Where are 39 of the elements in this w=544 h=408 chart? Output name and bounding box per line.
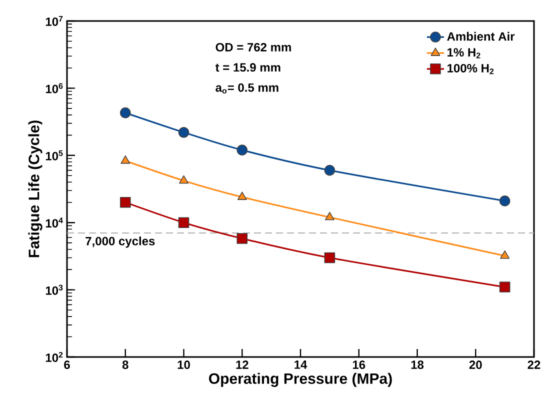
y-tick-label: 10$^{7}$: [46, 16, 63, 26]
x-tick-label: 14: [294, 360, 308, 369]
x-tick-label: 10: [178, 360, 190, 370]
x-tick-label: 22: [528, 360, 540, 369]
y-tick-label: 10$^{4}$: [46, 218, 63, 228]
point: [120, 107, 131, 118]
x-tick-label: 12: [236, 360, 248, 369]
point: [120, 155, 130, 164]
x-axis-title: Operating Pressure (MPa): [209, 372, 392, 387]
point: [178, 217, 190, 228]
point: [324, 252, 336, 264]
y-tick-label: 10$^{3}$: [46, 284, 63, 295]
point: [499, 282, 510, 292]
point: [324, 164, 336, 176]
legend-label: Ambient Air: [447, 32, 515, 41]
legend-label: 1% H$_{2}$: [448, 48, 480, 58]
x-tick-label: 16: [352, 360, 366, 370]
point: [236, 233, 248, 244]
y-tick-label: 10$^{6}$: [46, 83, 63, 94]
point: [178, 126, 190, 138]
annotation: OD = 762 mm: [216, 43, 291, 52]
annotation: a$_{o}$= 0.5 mm: [216, 83, 278, 94]
point: [120, 196, 131, 208]
ref-line-label: 7,000 cycles: [86, 236, 155, 248]
point: [324, 212, 334, 220]
x-tick-label: 6: [64, 360, 70, 370]
point: [236, 144, 248, 156]
point: [500, 250, 510, 259]
x-tick-label: 20: [469, 360, 482, 370]
x-tick-label: 18: [411, 360, 424, 370]
y-axis-title: Fatigue Life (Cycle): [28, 120, 42, 258]
x-tick-label: 8: [122, 360, 128, 370]
point: [499, 196, 510, 206]
y-tick-label: 10$^{2}$: [46, 352, 63, 362]
point: [237, 192, 247, 200]
annotation: t = 15.9 mm: [215, 63, 280, 72]
point: [179, 175, 188, 184]
y-tick-label: 10$^{5}$: [46, 150, 63, 160]
legend-label: 100% H$_{2}$: [448, 64, 494, 74]
